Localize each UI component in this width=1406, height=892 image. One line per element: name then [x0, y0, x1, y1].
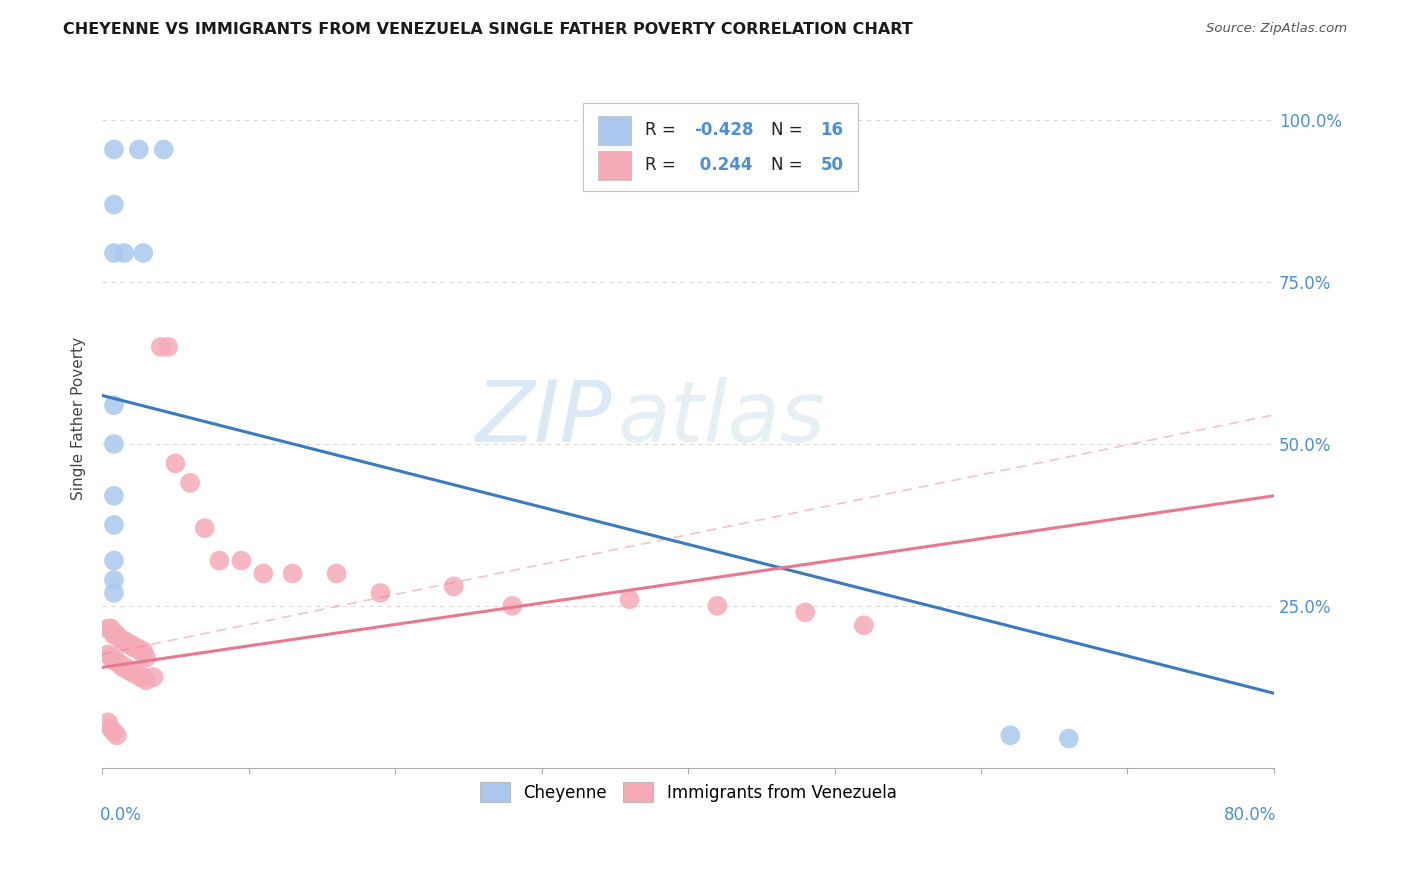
Text: 0.244: 0.244: [695, 156, 752, 174]
Text: Source: ZipAtlas.com: Source: ZipAtlas.com: [1206, 22, 1347, 36]
Point: [132, 246, 155, 260]
Text: -0.428: -0.428: [695, 121, 754, 139]
Point: [114, 634, 136, 648]
Point: [501, 599, 523, 613]
Point: [129, 644, 152, 658]
Text: CHEYENNE VS IMMIGRANTS FROM VENEZUELA SINGLE FATHER POVERTY CORRELATION CHART: CHEYENNE VS IMMIGRANTS FROM VENEZUELA SI…: [63, 22, 912, 37]
Point: [1000, 728, 1022, 742]
Point: [103, 489, 125, 503]
Point: [165, 457, 187, 471]
Point: [325, 566, 347, 581]
Point: [135, 650, 157, 665]
Point: [794, 605, 817, 619]
Point: [103, 197, 125, 211]
Point: [370, 586, 392, 600]
Point: [127, 666, 149, 681]
Text: 80.0%: 80.0%: [1223, 806, 1277, 824]
Legend: Cheyenne, Immigrants from Venezuela: Cheyenne, Immigrants from Venezuela: [472, 776, 903, 808]
Point: [100, 722, 122, 736]
Point: [1057, 731, 1080, 746]
Point: [100, 622, 122, 636]
Point: [97, 648, 120, 662]
Point: [103, 628, 125, 642]
Point: [103, 573, 125, 587]
Point: [121, 664, 143, 678]
Point: [142, 670, 165, 684]
Point: [103, 246, 125, 260]
Point: [124, 666, 146, 681]
Text: N =: N =: [772, 121, 808, 139]
Y-axis label: Single Father Poverty: Single Father Poverty: [72, 336, 86, 500]
Point: [129, 670, 152, 684]
Point: [194, 521, 217, 535]
Point: [231, 553, 253, 567]
Text: atlas: atlas: [617, 376, 825, 459]
Point: [117, 664, 139, 678]
Text: 50: 50: [821, 156, 844, 174]
Point: [103, 143, 125, 157]
Point: [105, 654, 128, 668]
Point: [132, 670, 155, 684]
Point: [111, 660, 134, 674]
Point: [108, 657, 131, 672]
Point: [281, 566, 304, 581]
Point: [208, 553, 231, 567]
Point: [117, 638, 139, 652]
Point: [103, 586, 125, 600]
Text: N =: N =: [772, 156, 808, 174]
Point: [121, 638, 143, 652]
Point: [100, 650, 122, 665]
Text: ZIP: ZIP: [475, 376, 612, 459]
Point: [103, 654, 125, 668]
Point: [124, 640, 146, 655]
Point: [619, 592, 641, 607]
FancyBboxPatch shape: [582, 103, 858, 191]
Bar: [598, 151, 631, 180]
Point: [103, 437, 125, 451]
Point: [135, 673, 157, 688]
Point: [114, 660, 136, 674]
Point: [443, 579, 465, 593]
Bar: [598, 116, 631, 145]
Point: [852, 618, 875, 632]
Point: [111, 634, 134, 648]
Text: R =: R =: [645, 156, 681, 174]
Point: [252, 566, 274, 581]
Point: [103, 553, 125, 567]
Text: 16: 16: [821, 121, 844, 139]
Point: [149, 340, 172, 354]
Point: [706, 599, 728, 613]
Point: [132, 644, 155, 658]
Point: [179, 475, 201, 490]
Point: [157, 340, 180, 354]
Point: [105, 628, 128, 642]
Point: [103, 725, 125, 739]
Point: [108, 631, 131, 645]
Point: [103, 398, 125, 412]
Point: [97, 715, 120, 730]
Point: [112, 246, 135, 260]
Point: [103, 517, 125, 532]
Point: [128, 143, 150, 157]
Point: [127, 640, 149, 655]
Point: [97, 622, 120, 636]
Text: R =: R =: [645, 121, 681, 139]
Text: 0.0%: 0.0%: [100, 806, 142, 824]
Point: [152, 143, 174, 157]
Point: [105, 728, 128, 742]
